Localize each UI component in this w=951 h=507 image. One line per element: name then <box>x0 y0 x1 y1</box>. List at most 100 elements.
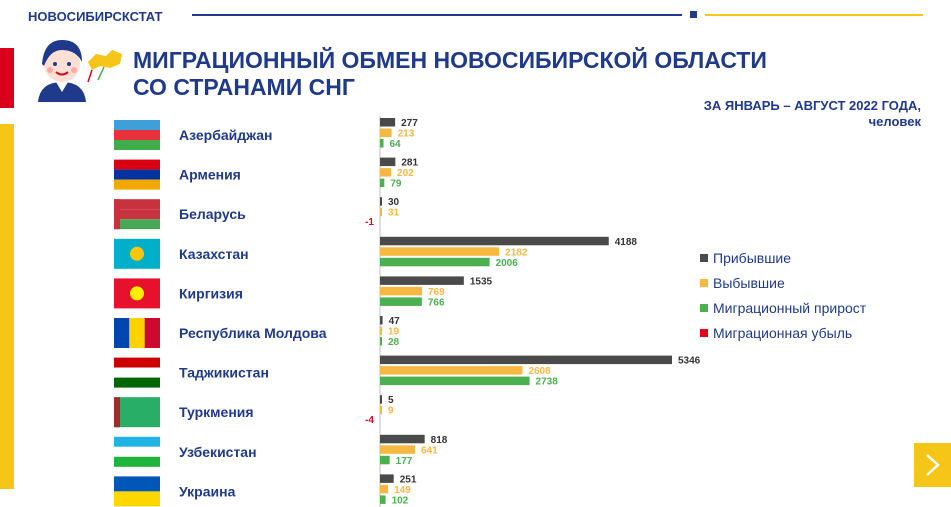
flag-stripe <box>114 397 160 428</box>
data-label: 2182 <box>505 247 528 258</box>
flag-stripe <box>114 367 160 378</box>
bar <box>380 297 422 306</box>
data-label: 149 <box>394 485 411 496</box>
category-label: Таджикистан <box>179 365 269 381</box>
category-label: Беларусь <box>179 206 246 222</box>
flag-icon <box>114 159 160 190</box>
flag-stripe <box>114 491 160 507</box>
flag-icon <box>114 278 160 309</box>
bar <box>380 445 416 454</box>
next-slide-button[interactable] <box>914 443 951 487</box>
category-label: Азербайджан <box>179 127 273 143</box>
flag-stripe <box>114 456 160 467</box>
category-label: Армения <box>179 167 241 183</box>
side-bar-yellow <box>0 124 14 489</box>
header-square <box>690 11 697 18</box>
bar <box>380 434 425 444</box>
flag-stripe <box>114 446 160 457</box>
data-label: 79 <box>390 179 402 190</box>
russia-map-icon <box>88 50 122 70</box>
bar <box>380 337 382 346</box>
bar <box>380 395 382 404</box>
flag-icon <box>114 397 160 428</box>
bar <box>380 366 523 375</box>
data-label: -1 <box>365 217 374 228</box>
legend-item: Миграционный прирост <box>700 295 866 320</box>
category-label: Киргизия <box>179 285 243 301</box>
category-label: Туркмения <box>179 404 254 420</box>
bar <box>380 168 392 177</box>
data-label: 818 <box>431 435 448 446</box>
side-bar-red <box>0 48 14 108</box>
flag-stripe <box>114 436 160 447</box>
data-label: 766 <box>428 297 445 308</box>
data-label: 64 <box>389 139 401 150</box>
bar <box>380 455 390 465</box>
flag-stripe <box>114 357 160 368</box>
bar <box>380 495 386 504</box>
bar <box>380 276 464 285</box>
flag-stripe <box>144 318 160 348</box>
data-label: 28 <box>388 337 400 348</box>
flag-icon <box>114 436 160 467</box>
data-label: 769 <box>428 287 445 298</box>
bar <box>380 236 609 246</box>
flag-stripe <box>114 140 160 150</box>
flag-emblem <box>130 286 144 301</box>
data-label: 47 <box>389 316 401 327</box>
flag-icon <box>114 357 160 388</box>
person-avatar-icon <box>38 40 122 102</box>
bar <box>380 257 490 267</box>
header-line <box>192 14 682 16</box>
legend-swatch <box>700 303 708 312</box>
flag-icon <box>114 238 160 269</box>
bar <box>380 326 382 335</box>
data-label: 277 <box>401 118 418 129</box>
flag-stripe <box>129 318 145 348</box>
flag-stripe <box>114 199 160 210</box>
bar <box>380 118 396 127</box>
data-label: 4188 <box>615 237 638 248</box>
flag-icon <box>114 199 160 230</box>
legend-swatch <box>700 278 708 287</box>
data-label: 5 <box>388 395 394 406</box>
flag-stripe <box>114 120 160 130</box>
bar <box>380 157 396 167</box>
data-label: 177 <box>396 456 413 467</box>
bar <box>380 316 383 325</box>
legend-label: Выбывшие <box>713 274 785 291</box>
legend-item: Миграционная убыль <box>700 320 866 345</box>
legend-label: Миграционная убыль <box>713 324 853 341</box>
bar <box>380 405 382 415</box>
flag-stripe <box>114 476 160 492</box>
bar <box>380 139 384 148</box>
flag-stripe <box>114 130 160 140</box>
legend-label: Прибывшие <box>713 249 792 266</box>
flag-emblem <box>130 246 144 261</box>
data-label: 641 <box>421 445 438 456</box>
flag-hoist <box>114 199 120 230</box>
flag-stripe <box>114 159 160 170</box>
bar <box>380 197 382 206</box>
flag-stripe <box>114 219 160 230</box>
data-label: 19 <box>388 327 400 338</box>
data-label: 213 <box>398 129 415 140</box>
bar <box>380 207 382 217</box>
chart-legend: Прибывшие Выбывшие Миграционный прирост … <box>700 245 866 345</box>
legend-swatch <box>700 253 708 262</box>
bar <box>380 128 392 137</box>
data-label: 2006 <box>496 258 519 269</box>
bar <box>380 247 500 256</box>
data-label: 9 <box>388 406 394 417</box>
data-label: 5346 <box>678 356 701 367</box>
data-label: -4 <box>365 415 374 426</box>
flag-icon <box>114 120 160 150</box>
flag-stripe <box>114 169 160 180</box>
legend-item: Прибывшие <box>700 245 866 270</box>
category-label: Республика Молдова <box>179 325 327 341</box>
legend-label: Миграционный прирост <box>713 299 867 316</box>
header-line-yellow <box>705 14 923 16</box>
data-label: 2738 <box>536 377 559 388</box>
data-label: 202 <box>397 168 414 179</box>
